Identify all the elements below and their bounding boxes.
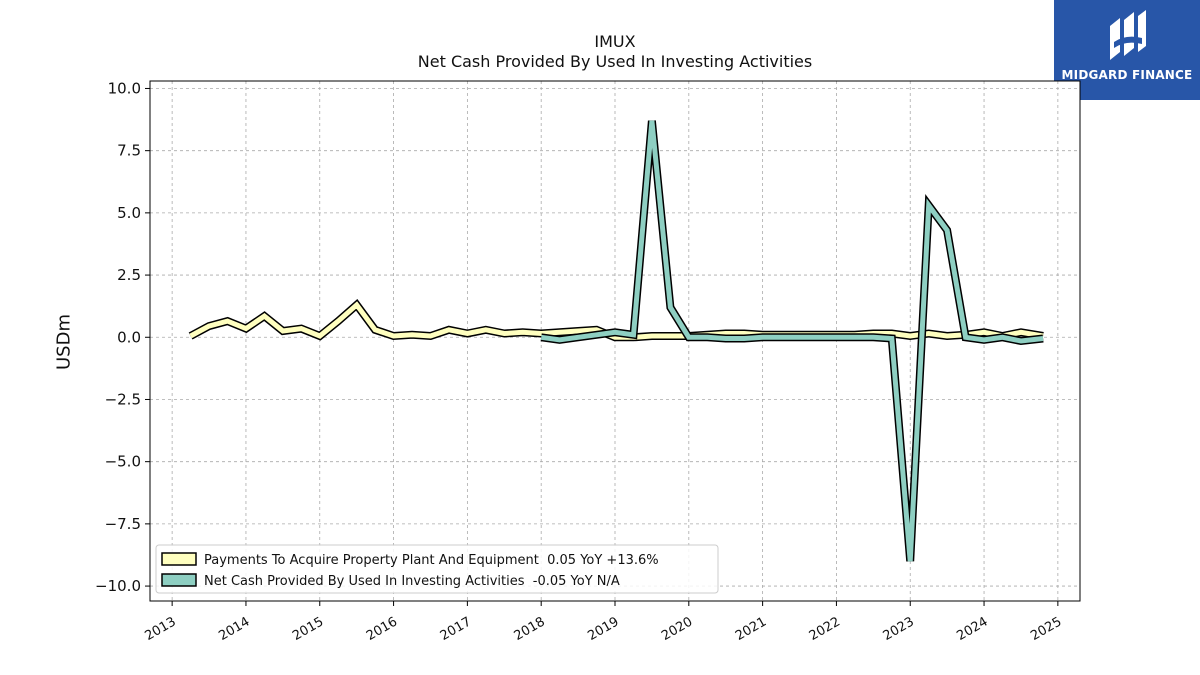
series-2-line: [540, 120, 1044, 562]
legend-swatch: [161, 552, 197, 566]
logo-text: MIDGARD FINANCE: [1061, 68, 1193, 82]
x-tick-label: 2016: [364, 614, 400, 644]
x-tick-label: 2025: [1028, 614, 1064, 644]
legend-swatch: [161, 573, 197, 587]
y-tick-label: −5.0: [105, 453, 141, 471]
legend-label: Net Cash Provided By Used In Investing A…: [204, 574, 620, 589]
y-tick-label: 0.0: [117, 328, 141, 346]
y-tick-label: −7.5: [105, 515, 141, 533]
chart-title: IMUX: [594, 32, 636, 51]
chart-subtitle: Net Cash Provided By Used In Investing A…: [417, 52, 813, 71]
x-tick-label: 2019: [585, 614, 621, 644]
x-tick-label: 2024: [954, 614, 990, 644]
legend: Payments To Acquire Property Plant And E…: [155, 544, 719, 594]
midgard-logo-icon: [1110, 10, 1146, 60]
legend-label: Payments To Acquire Property Plant And E…: [204, 553, 659, 568]
x-tick-label: 2018: [512, 614, 548, 644]
y-tick-label: 10.0: [108, 79, 141, 97]
x-tick-label: 2017: [438, 614, 474, 644]
x-tick-label: 2014: [216, 614, 252, 644]
y-tick-label: −2.5: [105, 390, 141, 408]
x-tick-label: 2020: [659, 614, 695, 644]
y-tick-label: −10.0: [95, 577, 141, 595]
legend-box: [155, 544, 719, 594]
y-tick-label: 5.0: [117, 204, 141, 222]
x-tick-label: 2023: [881, 614, 917, 644]
y-tick-label: 2.5: [117, 266, 141, 284]
y-tick-label: 7.5: [117, 142, 141, 160]
x-tick-label: 2013: [143, 614, 179, 644]
series-1-line: [189, 301, 1044, 340]
x-tick-label: 2015: [290, 614, 326, 644]
x-tick-label: 2022: [807, 614, 843, 644]
x-tick-label: 2021: [733, 614, 769, 644]
